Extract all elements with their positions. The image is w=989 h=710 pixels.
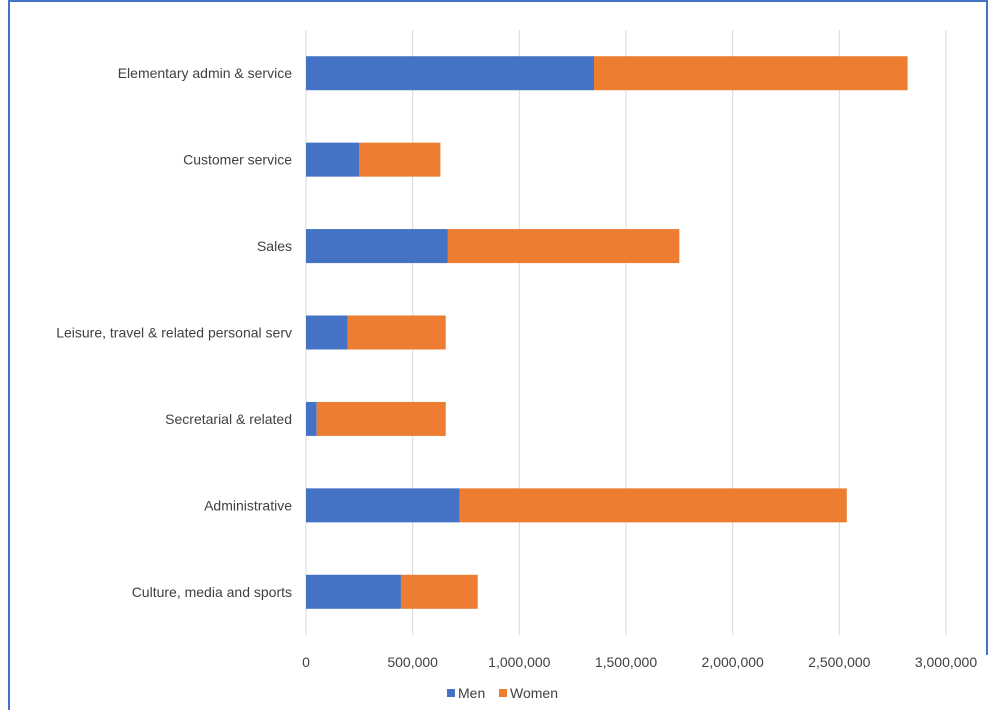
- category-label: Customer service: [183, 152, 292, 168]
- bar-men: [306, 401, 317, 436]
- bar-women: [359, 142, 441, 177]
- bar-women: [400, 574, 478, 609]
- bars: [306, 56, 908, 609]
- bar-women: [447, 229, 680, 264]
- category-labels: Elementary admin & service Customer servi…: [56, 65, 292, 600]
- category-label: Elementary admin & service: [118, 65, 293, 81]
- bar-women: [459, 488, 847, 523]
- x-tick-label: 0: [302, 654, 310, 670]
- bar-men: [306, 574, 401, 609]
- bar-men: [306, 229, 448, 264]
- category-label: Secretarial & related: [165, 411, 292, 427]
- frame-edge: [8, 655, 10, 710]
- legend-swatch-men: [447, 689, 455, 697]
- x-tick-label: 1,500,000: [595, 654, 657, 670]
- category-label: Administrative: [204, 497, 292, 513]
- bar-women: [594, 56, 908, 91]
- bar-men: [306, 56, 594, 91]
- category-label: Leisure, travel & related personal serv: [56, 325, 292, 341]
- bar-men: [306, 488, 460, 523]
- legend-label-men: Men: [458, 685, 485, 701]
- legend: Men Women: [447, 685, 558, 701]
- category-label: Sales: [257, 238, 292, 254]
- x-tick-label: 500,000: [387, 654, 438, 670]
- legend-label-women: Women: [510, 685, 558, 701]
- bar-women: [347, 315, 446, 350]
- x-tick-label: 2,000,000: [702, 654, 764, 670]
- gridlines: [305, 30, 947, 635]
- x-tick-label: 1,000,000: [488, 654, 550, 670]
- bar-women: [316, 401, 446, 436]
- category-label: Culture, media and sports: [132, 584, 292, 600]
- legend-swatch-women: [499, 689, 507, 697]
- x-tick-labels: 0 500,000 1,000,000 1,500,000 2,000,000 2,500…: [302, 654, 977, 670]
- x-tick-label: 2,500,000: [808, 654, 870, 670]
- bar-men: [306, 315, 348, 350]
- chart-frame: [8, 0, 988, 655]
- bar-men: [306, 142, 360, 177]
- x-tick-label: 3,000,000: [915, 654, 977, 670]
